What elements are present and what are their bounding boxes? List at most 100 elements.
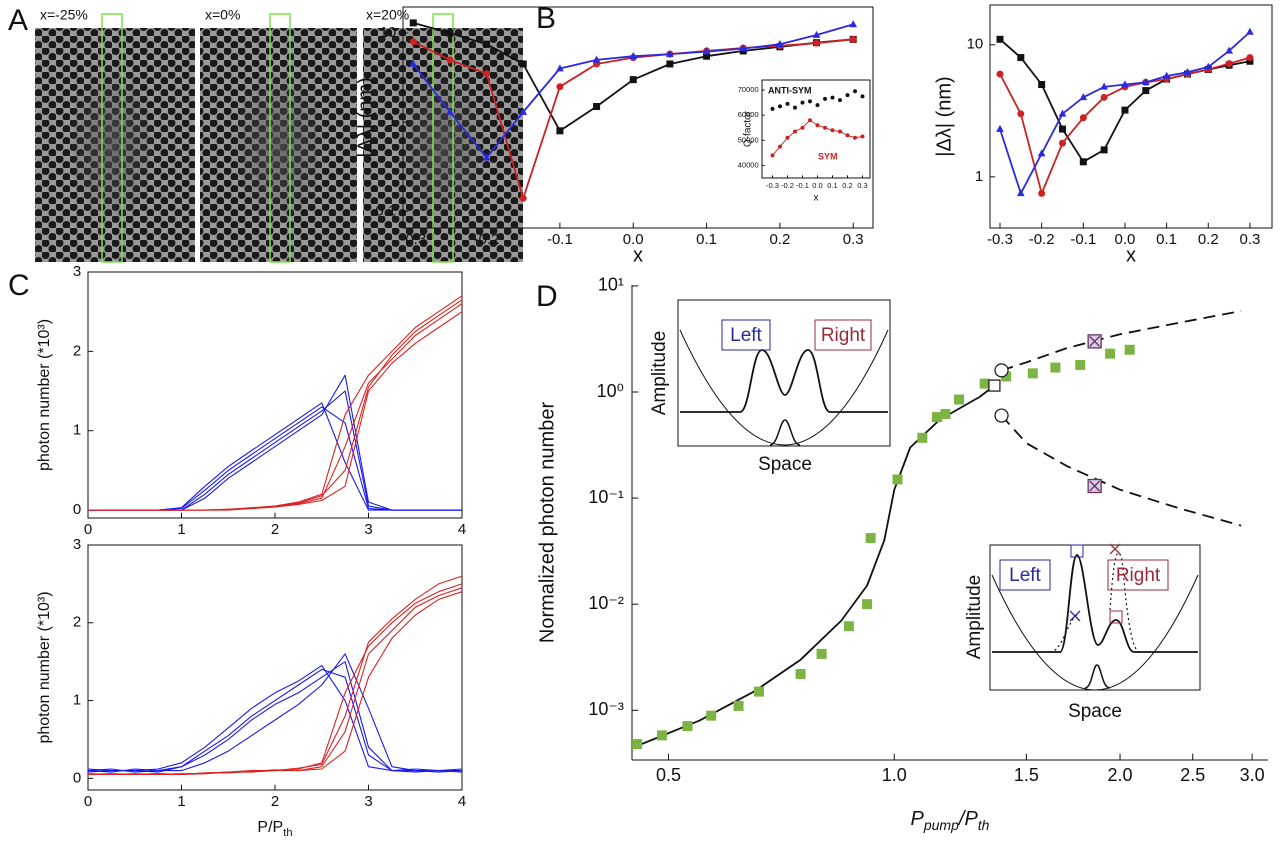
marker <box>996 70 1004 78</box>
marker <box>892 474 903 485</box>
marker <box>446 107 454 115</box>
x-axis-label: x <box>633 244 643 266</box>
marker <box>793 129 797 134</box>
series-line <box>88 587 463 775</box>
panel-letter: B <box>536 2 556 35</box>
marker <box>816 648 827 659</box>
marker <box>519 194 527 202</box>
sem-image <box>200 13 357 263</box>
marker <box>1079 114 1087 122</box>
marker <box>862 599 873 610</box>
marker <box>849 35 857 43</box>
plot-frame <box>87 544 463 791</box>
x-tick-label: 0.1 <box>696 231 717 248</box>
x-tick-label: -0.2 <box>1029 231 1055 248</box>
marker <box>593 102 601 110</box>
marker <box>409 38 417 46</box>
marker <box>853 135 857 140</box>
y-tick-label: 10 <box>967 36 984 53</box>
y-tick-label: 70000 <box>738 85 759 94</box>
marker <box>1225 46 1233 54</box>
marker <box>446 56 454 64</box>
marker <box>1016 189 1025 197</box>
y-tick-label: 1 <box>73 422 81 439</box>
marker <box>1027 368 1038 379</box>
y-tick-label: 0.1 <box>375 202 396 219</box>
marker <box>1225 60 1233 68</box>
x-axis-label-part: pump <box>923 817 959 833</box>
marker-cross <box>1089 480 1101 492</box>
series-line <box>88 295 463 511</box>
sem-image <box>35 13 195 263</box>
marker <box>519 107 528 115</box>
series-line <box>88 299 463 511</box>
marker <box>629 76 637 84</box>
marker <box>409 19 417 27</box>
marker <box>1121 80 1129 88</box>
x-tick-label: 2 <box>271 793 279 810</box>
marker <box>483 70 491 78</box>
y-tick-label: 10⁻³ <box>588 699 624 719</box>
marker <box>785 101 790 106</box>
series-line <box>87 653 463 773</box>
inset-axis-label: Amplitude <box>964 575 985 660</box>
y-tick-label: 10⁻² <box>588 593 624 613</box>
marker <box>592 55 601 63</box>
marker <box>702 47 711 55</box>
marker <box>482 153 491 161</box>
marker <box>1100 82 1108 90</box>
marker <box>812 30 821 38</box>
marker <box>776 39 784 47</box>
series-line <box>1000 414 1242 527</box>
x-tick-label: 0 <box>84 521 92 538</box>
marker <box>556 83 564 91</box>
marker <box>940 409 951 420</box>
x-tick-label: 0.3 <box>843 231 864 248</box>
marker <box>770 106 775 111</box>
marker <box>843 621 854 632</box>
inset-background <box>762 80 870 178</box>
y-tick-label: 1 <box>73 692 81 709</box>
x-tick-label: 0.1 <box>1156 231 1177 248</box>
marker <box>808 118 812 123</box>
marker <box>860 134 865 139</box>
inset-axis-label: Amplitude <box>649 331 670 416</box>
x-tick-label: 0.3 <box>1239 231 1260 248</box>
series-line <box>87 661 462 773</box>
marker <box>1038 81 1046 89</box>
y-tick-label: 3 <box>73 263 81 280</box>
series-line <box>88 402 462 511</box>
marker <box>1017 54 1025 62</box>
series-line <box>88 390 462 511</box>
marker <box>931 412 942 423</box>
series-line <box>88 575 463 775</box>
marker <box>753 686 764 697</box>
y-tick-label: 0 <box>73 501 81 518</box>
marker <box>838 98 842 103</box>
x-axis-label-part: th <box>978 817 990 833</box>
marker <box>1162 71 1171 79</box>
x-tick-label: 1 <box>177 793 185 810</box>
sem-label: x=0% <box>205 7 240 23</box>
x-tick-label: 2 <box>271 521 279 538</box>
marker <box>1246 27 1254 35</box>
x-tick-label: 0.2 <box>769 231 790 248</box>
inset-diagram: Left Right Amplitude Space <box>964 543 1201 722</box>
marker <box>629 51 638 59</box>
marker <box>556 127 564 135</box>
inset-diagram: Left Right Amplitude Space <box>649 299 891 475</box>
marker <box>483 40 491 48</box>
y-tick-label: 10⁻¹ <box>588 487 624 507</box>
marker <box>815 103 820 108</box>
marker <box>778 104 782 109</box>
x-tick-label: -0.1 <box>547 231 573 248</box>
marker <box>1246 54 1254 62</box>
x-tick-label: 4 <box>458 521 466 538</box>
x-tick-label: 1 <box>177 521 185 538</box>
marker <box>1100 146 1108 154</box>
marker <box>1017 110 1025 118</box>
marker <box>1142 87 1150 95</box>
marker <box>703 52 711 60</box>
